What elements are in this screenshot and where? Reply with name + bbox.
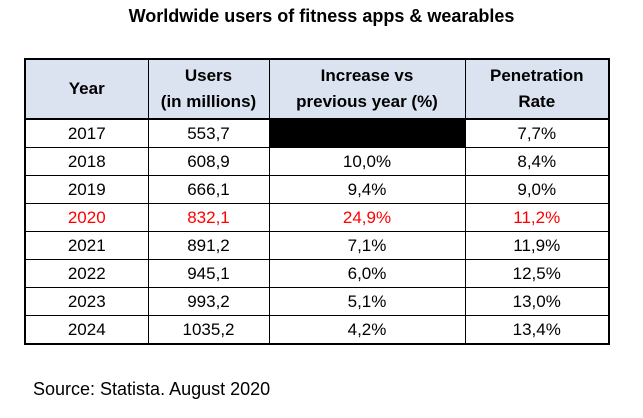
table-row: 2021 891,2 7,1% 11,9% <box>24 231 610 260</box>
table-row: 2020 832,1 24,9% 11,2% <box>24 203 610 232</box>
header-row: Year Users (in millions) Increase vs previ… <box>24 58 610 120</box>
cell-users: 891,2 <box>147 231 270 260</box>
cell-penetration: 13,0% <box>464 287 610 316</box>
header-year: Year <box>24 58 149 120</box>
header-users: Users (in millions) <box>147 58 270 120</box>
cell-increase: 4,2% <box>268 315 466 345</box>
cell-increase: 24,9% <box>268 203 466 232</box>
cell-users: 666,1 <box>147 175 270 204</box>
cell-year: 2017 <box>24 118 149 148</box>
table-row: 2023 993,2 5,1% 13,0% <box>24 287 610 316</box>
data-table: Year Users (in millions) Increase vs previ… <box>24 58 610 345</box>
header-penetration: Penetration Rate <box>464 58 610 120</box>
header-increase: Increase vs previous year (%) <box>268 58 466 120</box>
table-row: 2022 945,1 6,0% 12,5% <box>24 259 610 288</box>
source-note: Source: Statista. August 2020 <box>33 379 271 399</box>
cell-penetration: 11,9% <box>464 231 610 260</box>
cell-increase: 10,0% <box>268 147 466 176</box>
cell-penetration: 7,7% <box>464 118 610 148</box>
cell-increase: 6,0% <box>268 259 466 288</box>
table-body: 2017 553,7 7,7% 2018 608,9 10,0% 8,4% 2019 666,1… <box>24 118 610 345</box>
cell-year: 2019 <box>24 175 149 204</box>
cell-year: 2022 <box>24 259 149 288</box>
cell-year: 2021 <box>24 231 149 260</box>
table-title: Worldwide users of fitness apps & wearab… <box>128 6 515 26</box>
cell-users: 553,7 <box>147 118 270 148</box>
table-row: 2018 608,9 10,0% 8,4% <box>24 147 610 176</box>
cell-penetration: 13,4% <box>464 315 610 345</box>
cell-year: 2024 <box>24 315 149 345</box>
cell-penetration: 8,4% <box>464 147 610 176</box>
cell-users: 945,1 <box>147 259 270 288</box>
cell-increase-redacted <box>268 118 466 148</box>
cell-users: 1035,2 <box>147 315 270 345</box>
cell-penetration: 9,0% <box>464 175 610 204</box>
cell-users: 608,9 <box>147 147 270 176</box>
cell-penetration: 12,5% <box>464 259 610 288</box>
cell-increase: 9,4% <box>268 175 466 204</box>
cell-year: 2023 <box>24 287 149 316</box>
table-row: 2019 666,1 9,4% 9,0% <box>24 175 610 204</box>
table-row: 2024 1035,2 4,2% 13,4% <box>24 315 610 345</box>
cell-increase: 7,1% <box>268 231 466 260</box>
cell-penetration: 11,2% <box>464 203 610 232</box>
cell-year: 2018 <box>24 147 149 176</box>
cell-year: 2020 <box>24 203 149 232</box>
cell-users: 993,2 <box>147 287 270 316</box>
table-row: 2017 553,7 7,7% <box>24 118 610 148</box>
cell-users: 832,1 <box>147 203 270 232</box>
cell-increase: 5,1% <box>268 287 466 316</box>
